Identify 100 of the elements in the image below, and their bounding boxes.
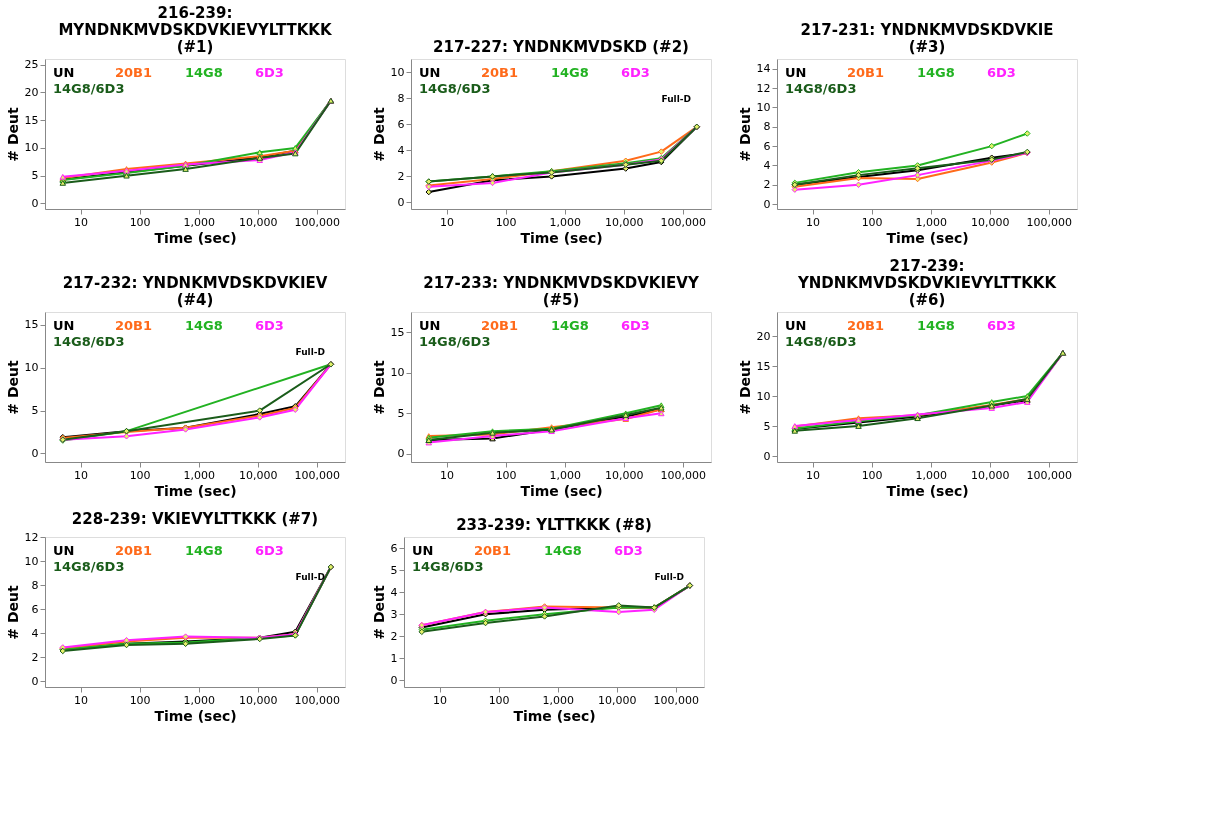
x-tick-label: 1,000 xyxy=(549,215,581,229)
y-tick-label: 0 xyxy=(390,673,398,687)
x-tick-label: 10,000 xyxy=(239,468,278,482)
x-tick-label: 100 xyxy=(495,468,517,482)
x-tick-label: 1,000 xyxy=(915,215,947,229)
chart-title: 233-239: YLTTKKK (#8) xyxy=(456,516,652,534)
x-tick-label: 100,000 xyxy=(1026,468,1073,482)
text: UN xyxy=(785,318,807,333)
y-tick-label: 4 xyxy=(390,585,398,599)
x-tick-label: 100,000 xyxy=(660,468,707,482)
x-tick-label: 10,000 xyxy=(598,693,637,707)
y-tick-label: 2 xyxy=(390,629,398,643)
annotation: Full-D xyxy=(654,572,684,582)
text: 20B1 xyxy=(847,65,885,80)
y-tick-label: 0 xyxy=(31,196,39,210)
annotation: Full-D xyxy=(295,347,325,357)
y-tick-label: 10 xyxy=(390,65,405,79)
y-tick-label: 5 xyxy=(397,406,405,420)
y-tick-label: 0 xyxy=(31,674,39,688)
text: 6D3 xyxy=(255,543,284,558)
x-tick-label: 1,000 xyxy=(183,215,215,229)
x-tick-label: 10 xyxy=(440,468,455,482)
x-tick-label: 100 xyxy=(495,215,517,229)
y-tick-label: 3 xyxy=(390,607,398,621)
y-tick-label: 10 xyxy=(24,141,39,155)
x-tick-label: 100,000 xyxy=(294,215,341,229)
text: UN xyxy=(419,318,441,333)
x-tick-label: 100,000 xyxy=(660,215,707,229)
text: 20B1 xyxy=(115,65,153,80)
y-tick-label: 12 xyxy=(24,530,39,544)
x-tick-label: 1,000 xyxy=(542,693,574,707)
text: 6D3 xyxy=(987,318,1016,333)
y-tick-label: 5 xyxy=(31,404,39,418)
text: UN xyxy=(419,65,441,80)
y-tick-label: 0 xyxy=(397,447,405,461)
text: 14G8/6D3 xyxy=(53,334,125,349)
chart-title: 217-239: YNDNKMVDSKDVKIEVYLTTKKK (#6) xyxy=(796,257,1058,309)
y-tick-label: 6 xyxy=(397,117,405,131)
y-axis-title: # Deut xyxy=(370,360,387,415)
annotation: Full-D xyxy=(295,572,325,582)
x-tick-label: 10,000 xyxy=(971,468,1010,482)
x-tick-label: 10,000 xyxy=(605,215,644,229)
text: 14G8/6D3 xyxy=(412,559,484,574)
text: 14G8 xyxy=(917,65,955,80)
y-tick-label: 20 xyxy=(756,329,771,343)
x-tick-label: 10 xyxy=(440,215,455,229)
chart-title: 217-231: YNDNKMVDSKDVKIE (#3) xyxy=(800,21,1054,56)
y-tick-label: 15 xyxy=(390,325,405,339)
text: 6D3 xyxy=(987,65,1016,80)
text: 14G8 xyxy=(544,543,582,558)
y-tick-label: 15 xyxy=(756,359,771,373)
text: 14G8/6D3 xyxy=(419,81,491,96)
y-tick-label: 6 xyxy=(31,602,39,616)
x-tick-label: 10 xyxy=(806,215,821,229)
text: 6D3 xyxy=(614,543,643,558)
y-axis-title: # Deut xyxy=(370,107,387,162)
text: 20B1 xyxy=(481,318,519,333)
y-tick-label: 14 xyxy=(756,62,771,76)
text: 14G8 xyxy=(917,318,955,333)
x-tick-label: 10,000 xyxy=(971,215,1010,229)
chart-title: 217-232: YNDNKMVDSKDVKIEV (#4) xyxy=(62,274,328,309)
y-tick-label: 4 xyxy=(31,626,39,640)
y-tick-label: 10 xyxy=(756,389,771,403)
text: 20B1 xyxy=(481,65,519,80)
y-axis-title: # Deut xyxy=(4,360,21,415)
text: 14G8/6D3 xyxy=(53,81,125,96)
x-axis-title: Time (sec) xyxy=(154,482,237,499)
y-tick-label: 0 xyxy=(763,197,771,211)
annotation: Full-D xyxy=(661,94,691,104)
x-tick-label: 100 xyxy=(129,468,151,482)
text: 6D3 xyxy=(621,65,650,80)
y-axis-title: # Deut xyxy=(736,360,753,415)
x-tick-label: 1,000 xyxy=(549,468,581,482)
x-tick-label: 1,000 xyxy=(183,468,215,482)
x-tick-label: 10 xyxy=(74,468,89,482)
text: 20B1 xyxy=(115,318,153,333)
y-tick-label: 10 xyxy=(24,554,39,568)
text: UN xyxy=(53,318,75,333)
chart-title: 217-227: YNDNKMVDSKD (#2) xyxy=(433,38,689,56)
x-tick-label: 1,000 xyxy=(183,693,215,707)
y-tick-label: 0 xyxy=(763,449,771,463)
x-axis-title: Time (sec) xyxy=(520,229,603,246)
x-tick-label: 10 xyxy=(74,215,89,229)
text: 6D3 xyxy=(255,318,284,333)
x-tick-label: 100 xyxy=(861,215,883,229)
text: 14G8 xyxy=(185,543,223,558)
x-axis-title: Time (sec) xyxy=(886,482,969,499)
y-tick-label: 15 xyxy=(24,113,39,127)
text: 20B1 xyxy=(847,318,885,333)
y-tick-label: 4 xyxy=(397,143,405,157)
x-tick-label: 10,000 xyxy=(605,468,644,482)
x-axis-title: Time (sec) xyxy=(154,707,237,724)
y-tick-label: 4 xyxy=(763,158,771,172)
x-tick-label: 10 xyxy=(74,693,89,707)
text: 14G8 xyxy=(551,318,589,333)
y-tick-label: 5 xyxy=(763,419,771,433)
x-axis-title: Time (sec) xyxy=(520,482,603,499)
x-tick-label: 10 xyxy=(806,468,821,482)
y-tick-label: 20 xyxy=(24,85,39,99)
y-tick-label: 6 xyxy=(763,139,771,153)
